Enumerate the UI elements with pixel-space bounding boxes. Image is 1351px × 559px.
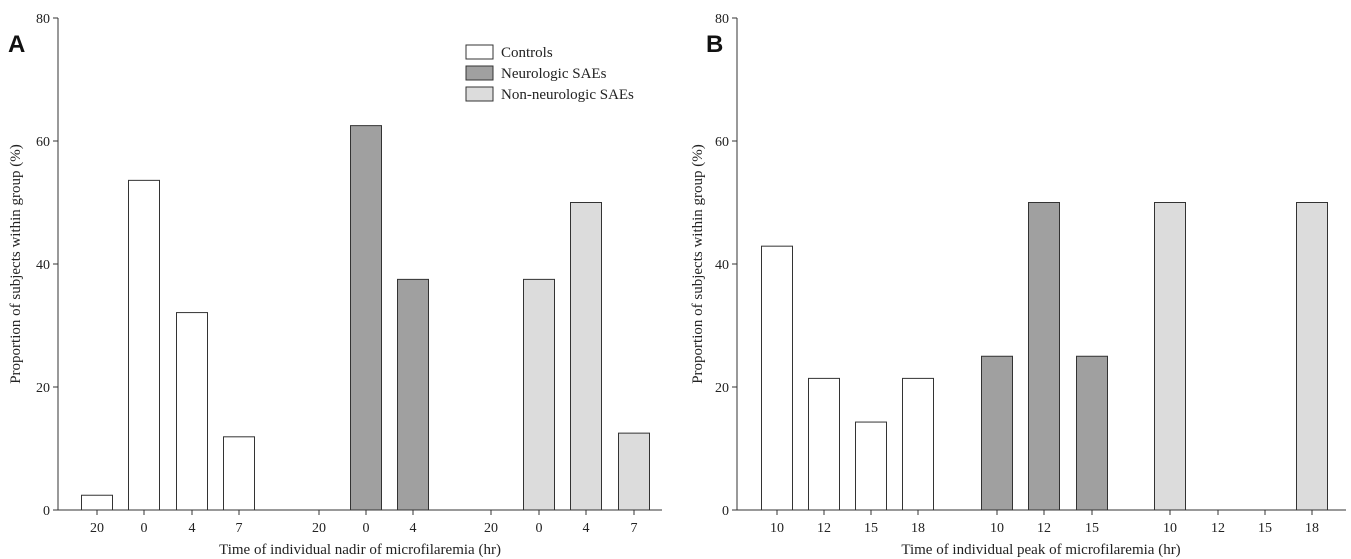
x-tick-label: 15: [1258, 521, 1272, 536]
y-tick-label: 0: [43, 504, 50, 519]
bar: [1028, 202, 1060, 511]
bar: [1076, 355, 1108, 511]
bar: [570, 202, 602, 511]
y-tick-label: 40: [36, 258, 50, 273]
bar: [176, 312, 208, 511]
x-tick-label: 12: [817, 521, 831, 536]
x-tick-label: 4: [583, 521, 590, 536]
x-tick-label: 18: [911, 521, 925, 536]
x-tick-label: 20: [90, 521, 104, 536]
x-tick-label: 20: [484, 521, 498, 536]
x-tick-label: 4: [410, 521, 417, 536]
x-tick-label: 15: [864, 521, 878, 536]
bar: [523, 278, 555, 511]
panel-letter: B: [706, 31, 723, 58]
bar: [81, 494, 113, 511]
x-tick-label: 15: [1085, 521, 1099, 536]
y-tick-label: 40: [715, 258, 729, 273]
legend-label: Controls: [501, 45, 553, 61]
x-tick-label: 10: [990, 521, 1004, 536]
panel-letter: A: [8, 31, 25, 58]
legend: Controls Neurologic SAEs Non-neurologic SA…: [465, 44, 634, 103]
y-tick-label: 80: [36, 12, 50, 27]
bar: [397, 278, 429, 511]
x-tick-label: 18: [1305, 521, 1319, 536]
bar: [223, 436, 255, 511]
x-tick-label: 12: [1211, 521, 1225, 536]
x-axis-title: Time of individual peak of microfilaremi…: [901, 542, 1180, 558]
x-tick-label: 0: [141, 521, 148, 536]
bar: [902, 377, 934, 511]
bar: [761, 245, 793, 511]
x-tick-label: 0: [363, 521, 370, 536]
legend-swatch: [465, 44, 494, 60]
bar: [981, 355, 1013, 511]
x-tick-label: 7: [236, 521, 243, 536]
y-tick-label: 60: [715, 135, 729, 150]
y-axis-title: Proportion of subjects within group (%): [690, 144, 706, 384]
bar: [618, 432, 650, 511]
y-tick-label: 80: [715, 12, 729, 27]
y-tick-label: 60: [36, 135, 50, 150]
x-tick-label: 0: [536, 521, 543, 536]
legend-label: Neurologic SAEs: [501, 66, 607, 82]
x-tick-label: 10: [770, 521, 784, 536]
legend-swatch: [465, 86, 494, 102]
x-tick-label: 20: [312, 521, 326, 536]
x-tick-label: 7: [631, 521, 638, 536]
x-axis-title: Time of individual nadir of microfilarem…: [219, 542, 501, 558]
bar: [808, 377, 840, 511]
bar: [855, 421, 887, 511]
bar: [1296, 202, 1328, 511]
x-tick-label: 12: [1037, 521, 1051, 536]
legend-label: Non-neurologic SAEs: [501, 87, 634, 103]
bar: [128, 179, 160, 511]
panel-b: B 0 20 40 60 80 Proportion of subjects within …: [690, 12, 1346, 558]
y-tick-label: 0: [722, 504, 729, 519]
bar: [1154, 202, 1186, 511]
y-axis-title: Proportion of subjects within group (%): [8, 144, 24, 384]
bar: [350, 125, 382, 511]
x-tick-label: 4: [189, 521, 196, 536]
legend-swatch: [465, 65, 494, 81]
y-tick-label: 20: [36, 381, 50, 396]
y-tick-label: 20: [715, 381, 729, 396]
x-tick-label: 10: [1163, 521, 1177, 536]
